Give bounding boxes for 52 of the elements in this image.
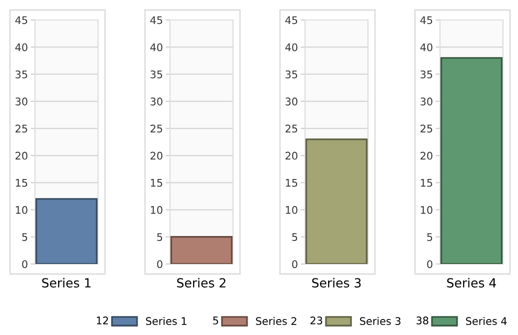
y-tick-label: 20 [420, 152, 432, 160]
y-tick-label: 35 [420, 70, 432, 78]
y-tick-label: 40 [420, 43, 432, 52]
y-tick-label: 0 [292, 260, 298, 268]
y-tick-label: 5 [157, 233, 162, 241]
y-tick-label: 20 [150, 152, 162, 160]
y-tick-label: 45 [285, 16, 298, 24]
y-tick-label: 5 [22, 233, 28, 241]
y-tick-label: 0 [22, 260, 28, 268]
x-tick-label: Series 4 [447, 278, 496, 288]
legend-label: Series 3 [360, 316, 400, 326]
text: 12 [96, 316, 108, 324]
text: 5 [213, 316, 218, 324]
y-tick-label: 40 [15, 43, 28, 52]
y-tick-label: 15 [150, 179, 162, 187]
y-tick-label: 40 [285, 43, 298, 52]
y-tick-label: 30 [420, 98, 432, 106]
x-tick-label: Series 3 [312, 278, 361, 288]
y-tick-label: 25 [150, 124, 162, 133]
legend-label: Series 1 [146, 316, 186, 326]
y-tick-label: 0 [427, 260, 432, 268]
legend-label: Series 4 [466, 316, 507, 326]
y-tick-label: 20 [16, 152, 28, 160]
y-tick-label: 45 [420, 16, 432, 24]
y-tick-label: 10 [420, 206, 432, 214]
y-tick-label: 35 [16, 70, 28, 78]
y-tick-label: 25 [286, 124, 298, 133]
x-tick-label: Series 1 [42, 278, 91, 288]
y-tick-label: 30 [286, 98, 298, 106]
y-tick-label: 10 [286, 206, 298, 214]
y-tick-label: 20 [286, 152, 298, 160]
y-tick-label: 5 [292, 233, 298, 241]
y-tick-label: 30 [16, 98, 28, 106]
y-tick-label: 5 [427, 233, 432, 241]
y-tick-label: 15 [420, 179, 432, 187]
text: 38 [416, 316, 428, 324]
y-tick-label: 45 [150, 16, 162, 24]
y-tick-label: 30 [150, 98, 162, 106]
y-tick-label: 35 [286, 70, 298, 78]
y-tick-label: 10 [16, 206, 28, 214]
y-tick-label: 45 [15, 16, 28, 24]
y-tick-label: 25 [16, 124, 28, 133]
y-tick-label: 15 [16, 179, 28, 187]
y-tick-label: 15 [286, 179, 298, 187]
text: 23 [310, 316, 322, 324]
x-tick-label: Series 2 [177, 278, 226, 288]
y-tick-label: 0 [157, 260, 162, 268]
y-tick-label: 40 [150, 43, 162, 52]
y-tick-label: 35 [150, 70, 162, 78]
y-tick-label: 10 [150, 206, 162, 214]
legend-label: Series 2 [256, 316, 296, 326]
y-tick-label: 25 [420, 124, 432, 133]
